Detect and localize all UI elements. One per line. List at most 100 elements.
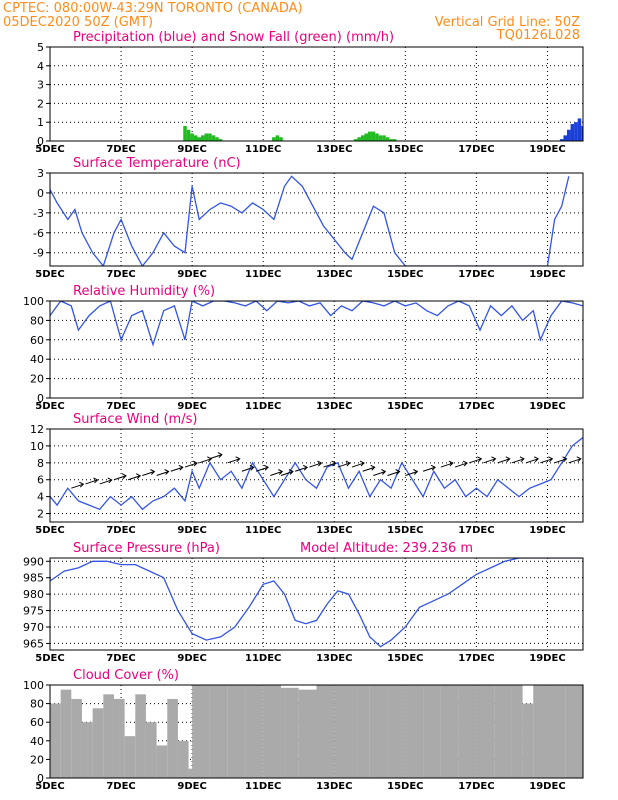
cloud-bar-20	[298, 689, 317, 778]
precip-xtick-label-3: 11DEC	[245, 144, 281, 155]
wind-vector-head-23	[395, 469, 401, 475]
pressure-ytick-label-1: 970	[23, 621, 44, 634]
cloud-ytick-label-3: 60	[30, 716, 44, 729]
wind-vector-22	[373, 471, 386, 476]
pressure-xtick-label-0: 5DEC	[35, 653, 64, 664]
cloud-bar-11	[167, 698, 178, 778]
cloud-xtick-label-4: 13DEC	[316, 781, 352, 792]
wind-vector-head-5	[150, 469, 156, 475]
wind-vector-head-4	[135, 473, 142, 480]
panel-wind: 2 4 6 8 10 12 5DEC 7DEC 9DEC 11DEC 13DEC 15DEC 17DEC…	[30, 412, 584, 536]
humidity-ytick-label-1: 20	[30, 373, 44, 386]
precip-xtick-label-5: 15DEC	[387, 144, 423, 155]
temperature-title: Surface Temperature (nC)	[73, 156, 241, 171]
wind-ytick-label-2: 6	[37, 474, 44, 487]
precip-bar-1-8	[211, 135, 216, 141]
wind-vector-head-18	[331, 460, 337, 467]
wind-vector-14	[270, 471, 283, 476]
humidity-ytick-label-5: 100	[23, 295, 44, 308]
precip-bar-1-20	[375, 133, 379, 141]
precip-bar-1-0	[183, 125, 187, 141]
wind-vector-head-27	[462, 460, 468, 467]
cloud-bar-17	[245, 685, 264, 778]
wind-vector-18	[323, 462, 336, 468]
wind-xtick-label-0: 5DEC	[35, 525, 64, 536]
precip-bar-1-6	[204, 133, 209, 141]
precip-bar-1-22	[382, 135, 386, 141]
wind-vector-28	[469, 458, 482, 464]
cloud-bar-10	[156, 745, 168, 778]
cloud-bar-35	[547, 685, 566, 778]
wind-vector-27	[454, 462, 468, 468]
precip-bar-0-3	[570, 124, 575, 141]
precip-bar-1-21	[378, 135, 383, 141]
cloud-bar-25	[387, 685, 406, 778]
humidity-xtick-label-1: 7DEC	[106, 401, 135, 412]
cloud-bar-9	[145, 722, 157, 778]
panel-humidity: 0 20 40 60 80 100 5DEC 7DEC 9DEC 11DEC 13DEC 15DEC 1…	[23, 284, 584, 412]
wind-vector-head-16	[302, 464, 309, 471]
panel-cloud: 0 20 40 60 80 100 5DEC 7DEC 9DEC 11DEC 13DEC 15DEC 1…	[23, 668, 584, 792]
wind-vector-head-34	[562, 456, 568, 463]
wind-vector-head-13	[263, 464, 269, 471]
cloud-plot	[50, 685, 583, 778]
pressure-line	[50, 558, 583, 648]
precip-bar-0-5	[577, 118, 582, 141]
humidity-xtick-label-2: 9DEC	[177, 401, 206, 412]
precip-bar-0-2	[567, 129, 571, 141]
temperature-xtick-label-0: 5DEC	[35, 269, 64, 280]
wind-vector-head-24	[413, 469, 419, 475]
pressure-ytick-label-5: 990	[23, 555, 44, 568]
precip-bar-1-1	[186, 129, 191, 141]
precip-bar-1-5	[201, 135, 205, 141]
wind-vector-head-26	[448, 460, 454, 467]
wind-vector-head-12	[249, 464, 255, 471]
humidity-ytick-label-0: 0	[37, 392, 44, 405]
cloud-xtick-label-7: 19DEC	[529, 781, 565, 792]
pressure-plot	[50, 558, 583, 648]
cloud-ytick-label-1: 20	[30, 753, 44, 766]
precip-bar-0-4	[574, 122, 578, 141]
temperature-plot	[50, 175, 570, 266]
wind-vector-head-11	[235, 456, 241, 463]
wind-vector-12	[241, 466, 255, 472]
cloud-xtick-label-0: 5DEC	[35, 781, 64, 792]
cloud-bar-23	[352, 685, 370, 778]
precip-bar-1-7	[208, 133, 212, 141]
pressure-ytick-label-4: 985	[23, 572, 44, 585]
pressure-ytick-label-3: 980	[23, 588, 44, 601]
wind-vector-10	[209, 454, 223, 460]
precip-xtick-label-2: 9DEC	[177, 144, 206, 155]
humidity-xtick-label-4: 13DEC	[316, 401, 352, 412]
wind-vector-head-31	[519, 456, 525, 463]
wind-vector-15	[280, 471, 294, 476]
cloud-bar-22	[334, 685, 353, 778]
precip-bar-1-24	[389, 139, 393, 141]
wind-vector-3	[113, 475, 127, 481]
wind-xtick-label-2: 9DEC	[177, 525, 206, 536]
precip-title: Precipitation (blue) and Snow Fall (gree…	[73, 30, 394, 45]
pressure-xtick-label-5: 15DEC	[387, 653, 423, 664]
pressure-xtick-label-2: 9DEC	[177, 653, 206, 664]
temperature-xtick-label-7: 19DEC	[529, 269, 565, 280]
precip-bar-1-23	[385, 137, 390, 141]
precip-ytick-label-4: 4	[37, 60, 44, 73]
cloud-bar-24	[369, 685, 388, 778]
cloud-bar-32	[511, 685, 523, 778]
precip-xtick-label-7: 19DEC	[529, 144, 565, 155]
temperature-xtick-label-4: 13DEC	[316, 269, 352, 280]
wind-vector-4	[128, 475, 141, 481]
precip-xtick-label-1: 7DEC	[106, 144, 135, 155]
precip-bar-1-2	[190, 133, 194, 141]
wind-vector-23	[387, 471, 400, 476]
temperature-ytick-label-1: -6	[33, 227, 44, 240]
pressure-xtick-label-7: 19DEC	[529, 653, 565, 664]
cloud-bar-21	[316, 685, 335, 778]
wind-vector-2	[99, 479, 112, 485]
cloud-frame	[49, 684, 584, 779]
wind-vector-17	[309, 462, 322, 468]
wind-vector-head-19	[345, 460, 351, 467]
humidity-xtick-label-7: 19DEC	[529, 401, 565, 412]
panel-precip: 0 1 2 3 4 5 5DEC 7DEC 9DEC 11DEC 13DEC 15DEC 17DEC 19…	[35, 30, 584, 155]
